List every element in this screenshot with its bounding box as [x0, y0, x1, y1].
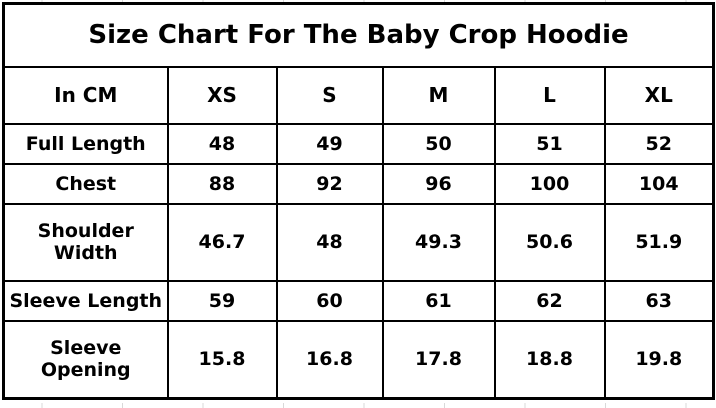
- value-cell: 62: [493, 279, 606, 322]
- value-cell: 19.8: [603, 319, 715, 400]
- value-cell: 16.8: [275, 319, 384, 400]
- table-row-sleeve-opening: Sleeve Opening 15.8 16.8 17.8 18.8 19.8: [2, 319, 715, 400]
- table-row-chest: Chest 88 92 96 100 104: [2, 162, 715, 205]
- value-cell: 18.8: [493, 319, 606, 400]
- header-cell-unit: In CM: [2, 65, 169, 125]
- value-cell: 59: [166, 279, 278, 322]
- value-cell: 48: [166, 122, 278, 165]
- value-cell: 63: [603, 279, 715, 322]
- spreadsheet-gridline-strip-top: [0, 0, 716, 2]
- value-cell: 51.9: [603, 202, 715, 282]
- row-label: Sleeve Opening: [2, 319, 169, 400]
- value-cell: 96: [381, 162, 496, 205]
- value-cell: 48: [275, 202, 384, 282]
- chart-title: Size Chart For The Baby Crop Hoodie: [2, 2, 715, 68]
- value-cell: 104: [603, 162, 715, 205]
- value-cell: 60: [275, 279, 384, 322]
- header-cell-m: M: [381, 65, 496, 125]
- header-cell-xl: XL: [603, 65, 715, 125]
- header-cell-l: L: [493, 65, 606, 125]
- value-cell: 51: [493, 122, 606, 165]
- table-header-row: In CM XS S M L XL: [2, 65, 715, 125]
- row-label: Full Length: [2, 122, 169, 165]
- row-label: Sleeve Length: [2, 279, 169, 322]
- value-cell: 49.3: [381, 202, 496, 282]
- value-cell: 15.8: [166, 319, 278, 400]
- value-cell: 88: [166, 162, 278, 205]
- row-label: Shoulder Width: [2, 202, 169, 282]
- table-row-shoulder-width: Shoulder Width 46.7 48 49.3 50.6 51.9: [2, 202, 715, 282]
- value-cell: 50: [381, 122, 496, 165]
- value-cell: 92: [275, 162, 384, 205]
- value-cell: 49: [275, 122, 384, 165]
- row-label: Chest: [2, 162, 169, 205]
- value-cell: 50.6: [493, 202, 606, 282]
- size-chart-table: Size Chart For The Baby Crop Hoodie In C…: [2, 2, 716, 400]
- value-cell: 17.8: [381, 319, 496, 400]
- table-row-full-length: Full Length 48 49 50 51 52: [2, 122, 715, 165]
- table-row-sleeve-length: Sleeve Length 59 60 61 62 63: [2, 279, 715, 322]
- value-cell: 100: [493, 162, 606, 205]
- spreadsheet-gridline-strip-bottom: [0, 403, 716, 408]
- value-cell: 52: [603, 122, 715, 165]
- header-cell-xs: XS: [166, 65, 278, 125]
- header-cell-s: S: [275, 65, 384, 125]
- value-cell: 61: [381, 279, 496, 322]
- table-title-row: Size Chart For The Baby Crop Hoodie: [2, 2, 715, 68]
- value-cell: 46.7: [166, 202, 278, 282]
